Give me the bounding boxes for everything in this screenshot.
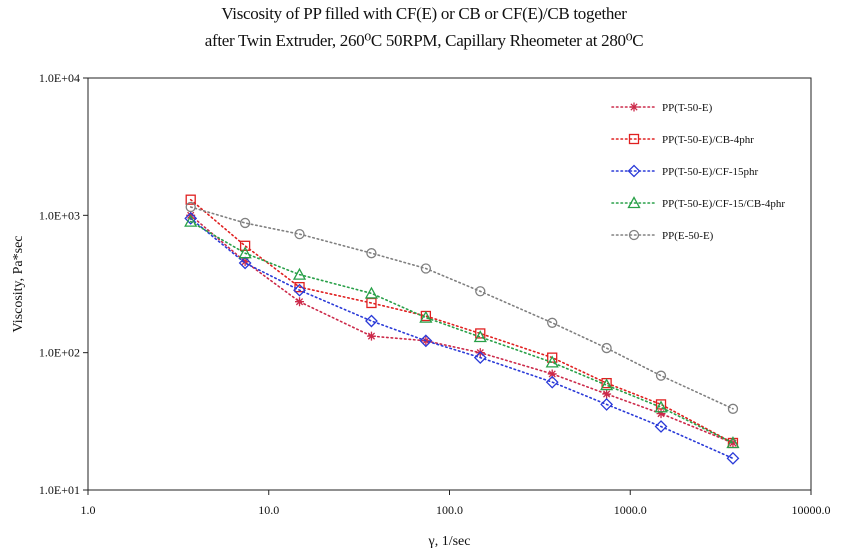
series-line — [189, 217, 734, 460]
series-2 — [185, 194, 739, 449]
data-point — [547, 369, 557, 379]
legend-label: PP(E-50-E) — [662, 230, 714, 242]
data-point — [419, 334, 433, 348]
data-point — [545, 355, 559, 368]
data-point — [602, 389, 612, 399]
x-axis-label: γ, 1/sec — [428, 534, 471, 549]
data-point — [365, 314, 378, 328]
legend: PP(T-50-E) PP(T-50-E)/CB-4phr PP(T-50-E)/C… — [611, 102, 785, 242]
data-point — [293, 283, 306, 297]
data-point — [184, 211, 198, 225]
data-point — [726, 436, 740, 449]
legend-item: PP(T-50-E)/CF-15/CB-4phr — [611, 196, 785, 210]
data-point — [600, 378, 614, 391]
y-tick-label: 1.0E+04 — [39, 71, 80, 85]
data-point — [238, 256, 252, 270]
data-point — [364, 286, 379, 299]
data-point — [600, 397, 614, 411]
data-point — [366, 248, 377, 259]
data-point — [656, 409, 666, 419]
series-3 — [184, 211, 740, 465]
data-point — [655, 399, 667, 410]
legend-label: PP(T-50-E)/CF-15/CB-4phr — [662, 198, 785, 210]
legend-marker — [628, 133, 640, 145]
series-line — [189, 206, 734, 410]
data-point — [473, 351, 487, 365]
data-point — [294, 228, 305, 240]
data-point — [601, 342, 612, 354]
y-axis-label: Viscosity, Pa*sec — [11, 235, 26, 332]
data-point — [475, 328, 486, 339]
data-point — [473, 330, 487, 343]
series-5 — [185, 201, 739, 414]
data-point — [185, 194, 196, 205]
x-tick-label: 1000.0 — [614, 503, 647, 517]
legend-label: PP(T-50-E) — [662, 102, 713, 114]
data-point — [240, 257, 250, 267]
series-line — [189, 214, 734, 444]
chart-subtitle: after Twin Extruder, 260⁰C 50RPM, Capill… — [204, 31, 644, 50]
data-point — [420, 263, 432, 274]
data-point — [295, 297, 305, 307]
data-point — [654, 400, 668, 413]
data-point — [185, 201, 196, 213]
legend-marker — [629, 102, 639, 112]
legend-item: PP(T-50-E)/CB-4phr — [611, 133, 754, 146]
y-tick-label: 1.0E+02 — [39, 346, 80, 360]
series-group — [184, 194, 740, 465]
data-point — [366, 331, 376, 341]
data-point — [475, 286, 486, 297]
legend-label: PP(T-50-E)/CB-4phr — [662, 134, 754, 146]
data-point — [654, 420, 668, 433]
chart-title: Viscosity of PP filled with CF(E) or CB … — [221, 4, 627, 23]
x-tick-label: 1.0 — [81, 503, 96, 517]
data-point — [547, 317, 558, 328]
data-point — [184, 214, 198, 227]
data-point — [728, 438, 738, 448]
series-line — [189, 198, 734, 444]
y-tick-label: 1.0E+01 — [39, 483, 80, 497]
data-point — [238, 246, 252, 259]
data-point — [239, 240, 251, 251]
series-line — [189, 220, 734, 444]
legend-marker — [627, 196, 641, 209]
data-point — [419, 310, 433, 323]
legend-item: PP(E-50-E) — [611, 229, 714, 242]
series-4 — [184, 214, 740, 449]
x-tick-label: 100.0 — [436, 503, 463, 517]
data-point — [726, 451, 740, 465]
data-point — [292, 267, 307, 280]
data-point — [655, 370, 667, 381]
x-tick-label: 10.0 — [258, 503, 279, 517]
data-point — [545, 375, 559, 389]
legend-item: PP(T-50-E) — [611, 102, 713, 114]
axes: 1.0 10.0 100.0 1000.0 10000.0 1.0E+01 1.0E+02 1… — [39, 71, 831, 517]
data-point — [727, 403, 739, 414]
y-tick-label: 1.0E+03 — [39, 208, 80, 222]
data-point — [239, 217, 251, 229]
x-tick-label: 10000.0 — [792, 503, 831, 517]
legend-marker — [628, 229, 640, 241]
legend-item: PP(T-50-E)/CF-15phr — [611, 164, 758, 178]
legend-marker — [627, 164, 641, 178]
legend-label: PP(T-50-E)/CF-15phr — [662, 166, 758, 178]
